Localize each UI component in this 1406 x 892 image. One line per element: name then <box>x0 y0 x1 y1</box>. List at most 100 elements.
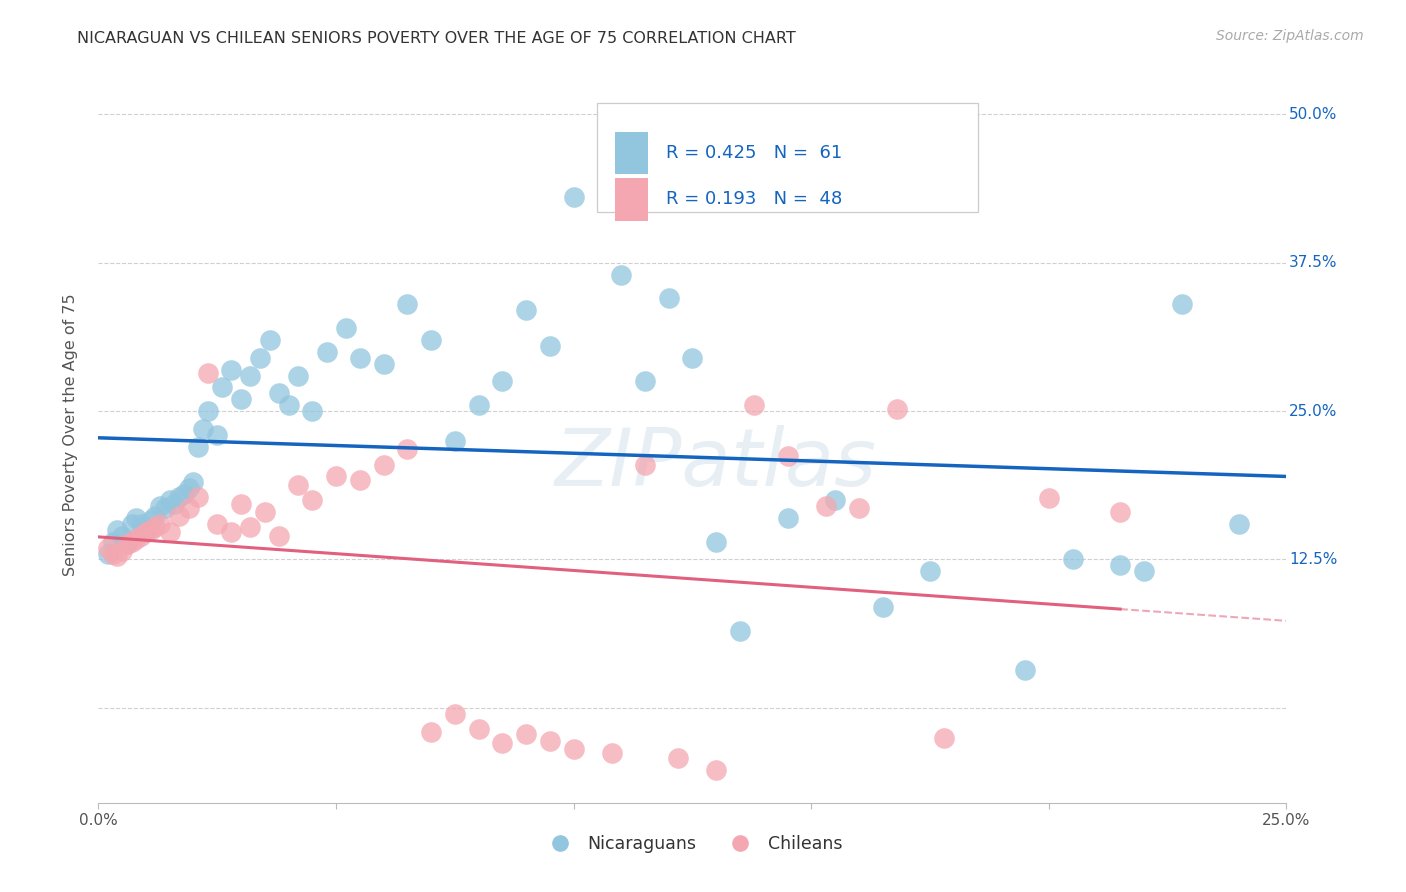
Point <box>97 541 120 555</box>
Point <box>125 511 148 525</box>
Point <box>349 351 371 365</box>
Point <box>742 398 765 412</box>
Point <box>207 516 229 531</box>
Point <box>373 458 395 472</box>
Point <box>315 344 337 359</box>
Text: 37.5%: 37.5% <box>1289 255 1337 270</box>
Bar <box>616 132 648 174</box>
Point <box>239 520 262 534</box>
Text: ZIPatlas: ZIPatlas <box>555 425 877 503</box>
Point <box>634 458 657 472</box>
Point <box>139 523 162 537</box>
Point <box>704 534 727 549</box>
Point <box>420 724 443 739</box>
Point <box>101 534 124 549</box>
Text: NICARAGUAN VS CHILEAN SENIORS POVERTY OVER THE AGE OF 75 CORRELATION CHART: NICARAGUAN VS CHILEAN SENIORS POVERTY OV… <box>77 31 796 46</box>
Point <box>848 501 870 516</box>
Point <box>396 297 419 311</box>
Point <box>335 321 357 335</box>
Point <box>1109 558 1132 573</box>
Point <box>538 734 561 748</box>
Point <box>666 750 689 764</box>
Point <box>776 511 799 525</box>
Point <box>325 469 347 483</box>
Point <box>173 487 195 501</box>
Point <box>515 727 537 741</box>
Point <box>1171 297 1194 311</box>
Text: 50.0%: 50.0% <box>1289 107 1337 122</box>
Point <box>229 392 252 407</box>
Point <box>277 398 299 412</box>
Point <box>467 398 489 412</box>
Point <box>115 537 138 551</box>
Point <box>145 520 167 534</box>
Point <box>229 497 252 511</box>
Point <box>515 303 537 318</box>
Text: Source: ZipAtlas.com: Source: ZipAtlas.com <box>1216 29 1364 44</box>
Point <box>1133 565 1156 579</box>
Point <box>183 475 205 490</box>
Point <box>287 368 309 383</box>
Point <box>121 534 143 549</box>
Point <box>600 746 623 760</box>
Point <box>562 742 585 756</box>
Point <box>259 333 281 347</box>
Point <box>444 434 467 448</box>
Point <box>115 537 138 551</box>
Text: R = 0.425   N =  61: R = 0.425 N = 61 <box>666 144 842 162</box>
Point <box>187 440 209 454</box>
Point <box>373 357 395 371</box>
Point <box>420 333 443 347</box>
Point <box>167 490 190 504</box>
Point <box>167 508 190 523</box>
Point <box>153 501 176 516</box>
Point <box>101 547 124 561</box>
Point <box>149 499 172 513</box>
Point <box>824 493 846 508</box>
Point <box>267 529 290 543</box>
Point <box>301 404 323 418</box>
Point <box>562 190 585 204</box>
Point <box>97 547 120 561</box>
Point <box>610 268 633 282</box>
Point <box>107 523 129 537</box>
Point <box>177 481 200 495</box>
Bar <box>616 178 648 220</box>
Point <box>253 505 276 519</box>
Point <box>681 351 703 365</box>
Point <box>159 525 181 540</box>
Point <box>191 422 214 436</box>
Point <box>814 499 837 513</box>
Point <box>197 404 219 418</box>
Point <box>467 723 489 737</box>
Point <box>163 497 186 511</box>
Point <box>287 477 309 491</box>
Point <box>349 473 371 487</box>
Point <box>1227 516 1250 531</box>
Point <box>444 706 467 721</box>
Point <box>267 386 290 401</box>
Point <box>129 529 152 543</box>
Point <box>187 490 209 504</box>
Point <box>125 533 148 547</box>
Point <box>211 380 233 394</box>
Point <box>177 501 200 516</box>
Point <box>239 368 262 383</box>
Point <box>301 493 323 508</box>
Point <box>872 599 894 614</box>
Point <box>538 339 561 353</box>
Point <box>491 375 513 389</box>
Point <box>396 442 419 456</box>
Point <box>207 427 229 442</box>
Point <box>121 516 143 531</box>
Point <box>1109 505 1132 519</box>
Point <box>1038 491 1060 505</box>
Point <box>920 565 942 579</box>
Point <box>776 449 799 463</box>
Point <box>197 366 219 380</box>
Point <box>135 525 157 540</box>
Point <box>704 763 727 777</box>
Point <box>249 351 271 365</box>
Point <box>658 291 681 305</box>
Text: 25.0%: 25.0% <box>1289 403 1337 418</box>
